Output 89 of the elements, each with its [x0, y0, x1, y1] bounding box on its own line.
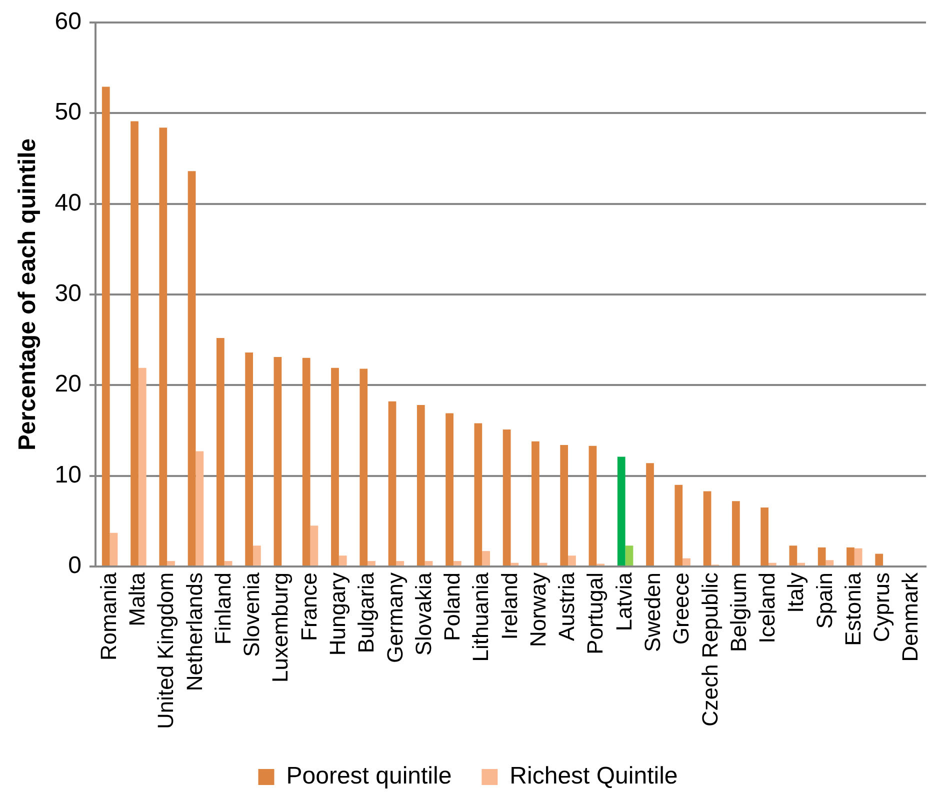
x-tick-label: Italy [783, 572, 808, 613]
bar [138, 368, 146, 566]
x-tick-label: Finland [210, 572, 236, 645]
bar [188, 171, 196, 566]
bar [245, 352, 254, 566]
bar [646, 463, 654, 566]
bar [760, 508, 768, 566]
bar [674, 484, 683, 566]
x-tick-label: Cyprus [869, 572, 894, 642]
bar [338, 556, 347, 566]
bar [617, 456, 626, 566]
x-tick-label: Luxemburg [268, 572, 293, 683]
bar [482, 551, 490, 566]
bar [253, 546, 261, 566]
x-tick-label: Netherlands [182, 572, 207, 692]
y-tick-label: 0 [68, 552, 82, 580]
bar [368, 561, 376, 566]
x-tick-label: France [296, 572, 322, 641]
bar [510, 562, 519, 566]
bar [196, 451, 204, 566]
bar [854, 548, 862, 566]
bar [331, 368, 339, 566]
bar [110, 532, 118, 566]
x-tick-label: Ireland [496, 572, 522, 640]
bar [502, 430, 511, 566]
bar [532, 441, 540, 566]
x-tick-label: Lithuania [468, 572, 494, 662]
x-tick-label: Belgium [726, 572, 751, 652]
bar [310, 526, 318, 566]
x-tick-label: Spain [812, 572, 837, 629]
bar [130, 121, 138, 566]
x-tick-label: Austria [554, 572, 580, 641]
x-tick-label: Latvia [611, 572, 636, 632]
x-tick-label: Slovenia [239, 572, 264, 657]
y-tick-label: 30 [54, 280, 82, 308]
bar [446, 413, 454, 566]
bar [826, 560, 834, 566]
x-tick-label: Slovakia [410, 572, 436, 656]
x-tick-label: United Kingdom [153, 572, 178, 730]
bar [274, 357, 282, 566]
x-tick-label: Germany [382, 572, 408, 663]
bar [625, 546, 634, 566]
bar [732, 501, 740, 566]
x-tick-label: Bulgaria [354, 572, 379, 654]
x-tick-label: Poland [440, 572, 465, 641]
bar [416, 405, 425, 566]
bar [224, 561, 232, 566]
bar [875, 554, 884, 566]
bar [539, 562, 548, 566]
x-tick-label: Hungary [324, 572, 350, 656]
bar [703, 491, 712, 566]
bar [302, 358, 310, 566]
bar [474, 423, 482, 566]
x-tick-label: Denmark [898, 571, 923, 662]
x-tick-label: Iceland [754, 572, 780, 644]
bar [568, 556, 576, 566]
y-axis-title: Percentage of each quintile [14, 138, 42, 450]
x-tick-label: Romania [96, 572, 121, 661]
bar [360, 368, 368, 566]
bar [453, 561, 462, 566]
bar [102, 86, 110, 566]
x-tick-label: Malta [124, 572, 150, 626]
bar [388, 401, 396, 566]
y-tick-label: 60 [54, 8, 82, 36]
x-tick-label: Sweden [640, 572, 665, 652]
x-tick-label: Greece [668, 572, 694, 645]
bar [789, 546, 798, 566]
bar [159, 128, 168, 566]
bar [588, 446, 597, 566]
bar [424, 561, 433, 566]
legend-label: Poorest quintile [286, 762, 452, 790]
bar [682, 558, 690, 566]
y-tick-label: 40 [54, 189, 82, 216]
legend-label: Richest Quintile [510, 762, 678, 790]
x-tick-label: Czech Republic [697, 572, 722, 727]
x-tick-label: Portugal [582, 572, 608, 654]
y-tick-label: 50 [54, 98, 82, 126]
bar [818, 547, 826, 566]
bar [768, 562, 776, 566]
y-tick-label: 10 [54, 461, 82, 488]
bar [216, 338, 224, 566]
bar [396, 561, 404, 566]
x-tick-label: Estonia [840, 572, 866, 646]
y-tick-label: 20 [54, 370, 82, 398]
bar [560, 444, 568, 566]
bar [797, 562, 806, 566]
bar [846, 547, 854, 566]
x-tick-label: Norway [525, 572, 550, 648]
bar [167, 561, 175, 566]
